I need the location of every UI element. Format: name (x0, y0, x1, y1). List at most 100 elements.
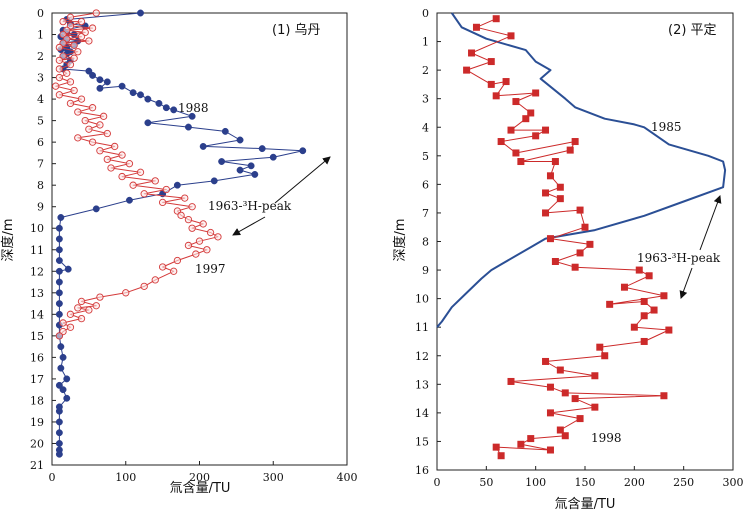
data-point-1998 (522, 115, 530, 123)
data-point-1998 (576, 415, 584, 423)
data-point-1998 (561, 389, 569, 397)
x-tick-label: 150 (575, 476, 596, 489)
y-tick-label: 15 (415, 435, 429, 448)
y-tick-label: 18 (30, 394, 44, 407)
data-point-1998 (546, 172, 554, 180)
data-point-1998 (576, 206, 584, 214)
data-point-1997 (66, 13, 75, 21)
data-point-1988 (92, 205, 100, 213)
data-point-1997 (55, 56, 64, 65)
data-point-1988 (144, 95, 152, 103)
data-point-1998 (640, 337, 648, 345)
data-point-1998 (556, 183, 564, 191)
data-point-1997 (184, 215, 193, 224)
data-point-1988 (55, 278, 63, 286)
panel-pingding: (2) 平定 氚含量/TU 深度/m 1985 1998 1963-³H-pea… (392, 7, 744, 512)
data-point-1997 (173, 256, 182, 265)
y-tick-label: 13 (415, 378, 429, 391)
data-point-1988 (55, 418, 63, 426)
data-point-1998 (551, 257, 559, 265)
data-point-1998 (546, 446, 554, 454)
data-point-1998 (576, 249, 584, 257)
x-tick-label: 250 (673, 476, 694, 489)
data-point-1997 (129, 181, 137, 189)
data-point-1997 (74, 134, 82, 142)
data-point-1998 (556, 195, 564, 203)
y-tick-label: 7 (37, 158, 44, 171)
data-point-1997 (77, 95, 86, 103)
peak-arrow-lower (679, 267, 693, 299)
data-point-1998 (596, 343, 604, 351)
data-point-1997 (77, 33, 86, 41)
data-point-1998 (571, 395, 579, 403)
data-point-1998 (517, 158, 525, 166)
data-point-1997 (77, 17, 86, 26)
data-point-1988 (59, 386, 67, 394)
data-point-1997 (88, 104, 97, 112)
data-point-1997 (59, 319, 67, 327)
y-tick-label: 6 (37, 136, 44, 149)
y-tick-label: 14 (415, 407, 429, 420)
data-point-1997 (96, 293, 104, 301)
data-point-1988 (57, 343, 65, 351)
data-point-1988 (188, 112, 196, 120)
data-point-1988 (55, 224, 63, 232)
data-point-1988 (236, 136, 244, 144)
y-tick-label: 8 (422, 236, 429, 249)
y-tick-label: 21 (30, 459, 44, 472)
data-point-1997 (199, 220, 207, 228)
y-tick-label: 3 (37, 72, 44, 85)
data-point-1988 (144, 119, 152, 127)
data-point-1988 (155, 99, 163, 107)
data-point-1997 (96, 121, 104, 129)
data-point-1997 (103, 129, 111, 138)
data-point-1997 (66, 323, 75, 331)
y-tick-label: 9 (37, 201, 44, 214)
data-point-1998 (665, 326, 673, 334)
data-point-1997 (192, 250, 200, 258)
y-tick-label: 10 (30, 222, 44, 235)
data-point-1998 (472, 23, 480, 31)
data-point-1997 (81, 116, 89, 125)
x-tick-label: 0 (49, 471, 56, 484)
data-point-1998 (556, 426, 564, 434)
y-axis-label: 深度/m (0, 218, 16, 261)
data-point-1997 (66, 61, 75, 69)
data-point-1998 (463, 66, 471, 74)
data-point-1997 (88, 138, 97, 146)
data-point-1988 (236, 166, 244, 174)
x-tick-label: 300 (263, 471, 284, 484)
y-tick-label: 1 (422, 36, 429, 49)
data-point-1988 (70, 31, 78, 38)
data-point-1998 (532, 89, 540, 97)
data-point-1997 (66, 78, 75, 86)
chart-title: (1) 乌丹 (272, 22, 321, 38)
data-point-1997 (77, 314, 86, 323)
data-point-1997 (188, 203, 196, 211)
x-tick-label: 100 (525, 476, 546, 489)
data-point-1997 (66, 310, 75, 318)
data-point-1988 (129, 89, 137, 97)
data-point-1998 (507, 32, 515, 40)
data-point-1988 (55, 267, 63, 275)
data-point-1997 (74, 304, 82, 312)
y-tick-label: 0 (37, 7, 44, 20)
data-point-1998 (487, 58, 495, 66)
data-point-1997 (55, 91, 64, 99)
data-point-1997 (184, 241, 193, 250)
x-tick-label: 200 (624, 476, 645, 489)
curve-label-1985: 1985 (651, 120, 682, 134)
data-point-1997 (136, 168, 145, 176)
data-point-1997 (151, 276, 159, 284)
y-tick-label: 10 (415, 293, 429, 306)
data-point-1997 (170, 267, 178, 275)
data-point-1998 (660, 392, 668, 400)
data-point-1988 (55, 407, 63, 415)
data-point-1988 (63, 394, 71, 402)
data-point-1998 (492, 443, 500, 451)
data-point-1988 (55, 289, 63, 297)
series-line-1997 (55, 12, 219, 337)
y-tick-label: 7 (422, 207, 429, 220)
data-point-1997 (206, 228, 215, 237)
data-point-1988 (63, 375, 71, 383)
